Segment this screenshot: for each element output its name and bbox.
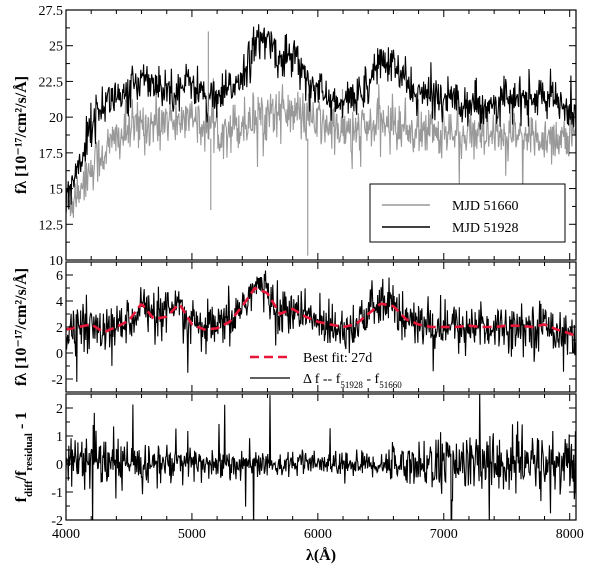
y-tick-label: 6	[56, 269, 63, 284]
y-label-part: /f	[13, 470, 30, 481]
series-line-mjd-51660	[66, 78, 576, 218]
y-tick-label: 25	[49, 40, 63, 55]
y-tick-label: 17.5	[39, 147, 64, 162]
y-tick-label: 4	[56, 295, 63, 310]
y-label-subscript: residual	[23, 433, 35, 471]
y-tick-label: -1	[51, 486, 63, 501]
legend-label: Best fit: 27d	[303, 351, 372, 366]
x-tick-label: 7000	[430, 527, 458, 542]
plot-area	[66, 394, 576, 520]
y-label-subscript: diff	[23, 480, 35, 497]
y-label-part: - 1	[13, 412, 30, 433]
y-tick-label: 1	[56, 430, 63, 445]
y-label-part: f	[13, 496, 30, 502]
legend-top: MJD 51660 MJD 51928	[369, 183, 566, 243]
y-tick-label: 10	[49, 254, 63, 269]
legend-subscript: 51660	[379, 380, 402, 390]
plot-area	[66, 270, 576, 382]
x-axis-label: λ(Å)	[306, 546, 336, 564]
x-tick-label: 5000	[178, 527, 206, 542]
y-tick-label: 0	[56, 458, 63, 473]
y-tick-label: 12.5	[39, 218, 64, 233]
y-axis-label: fλ [10⁻¹⁷/cm²/s/Å]	[12, 76, 30, 194]
legend-label-part: Δ f -- f	[303, 372, 341, 387]
y-tick-label: -2	[51, 373, 63, 388]
y-tick-label: 27.5	[39, 4, 64, 19]
panel-top-spectra: 10 12.5 15 17.5 20 22.5 25 27.5 fλ [10⁻¹⁷/cm²/s/…	[12, 4, 577, 269]
legend-label: Δ f -- f51928 - f51660	[303, 372, 402, 390]
legend-label: MJD 51660	[452, 199, 519, 214]
y-tick-label: 15	[49, 183, 63, 198]
legend-middle: Best fit: 27d Δ f -- f51928 - f51660	[250, 351, 402, 390]
y-tick-label: 2	[56, 402, 63, 417]
legend-subscript: 51928	[340, 380, 363, 390]
panel-middle-difference: -2 0 2 4 6 fλ [10⁻¹⁷/cm²/s/Å] Best fit: 27d Δ f…	[12, 261, 577, 393]
plot-area	[66, 24, 576, 218]
series-line-best-fit-27d	[66, 286, 576, 338]
legend-box	[369, 183, 566, 243]
x-tick-label: 6000	[304, 527, 332, 542]
panel-frame	[65, 393, 577, 521]
y-tick-label: 22.5	[39, 75, 64, 90]
y-axis-label: fλ [10⁻¹⁷/cm²/s/Å]	[12, 268, 30, 386]
series-line--f-f	[66, 270, 576, 382]
legend-label-part: - f	[363, 372, 380, 387]
y-tick-label: -2	[51, 514, 63, 529]
x-tick-label: 4000	[52, 527, 80, 542]
y-tick-label: 2	[56, 321, 63, 336]
panel-bottom-residual: -2 -1 0 1 2 4000 5000 6000 7000 8000 λ(Å) fdiff/fre…	[13, 393, 584, 564]
legend-label: MJD 51928	[452, 221, 519, 236]
x-tick-label: 8000	[556, 527, 584, 542]
y-axis-label: fdiff/fresidual - 1	[13, 412, 35, 503]
series-line-mjd-51928	[66, 24, 576, 213]
y-tick-label: 0	[56, 347, 63, 362]
series-line-residual	[66, 394, 576, 520]
y-tick-label: 20	[49, 111, 63, 126]
